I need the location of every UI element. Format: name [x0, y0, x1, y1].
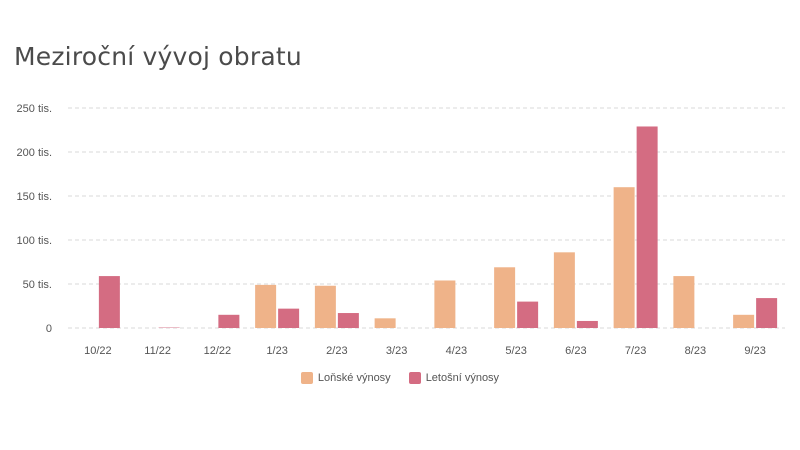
bar-this-year[interactable] [756, 298, 778, 328]
bar-last-year[interactable] [255, 284, 277, 328]
x-axis-ticks: 10/22 11/22 12/22 1/23 2/23 3/23 4/23 5/23 6/23 7… [84, 345, 766, 357]
legend-item-last-year[interactable]: Loňské výnosy [300, 372, 391, 384]
chart-title: Meziroční vývoj obratu [14, 42, 302, 71]
x-tick-label: 4/23 [446, 345, 467, 357]
legend: Loňské výnosy Letošní výnosy [0, 372, 800, 384]
y-tick-label: 100 tis. [17, 235, 52, 247]
bar-last-year[interactable] [374, 318, 396, 328]
x-tick-label: 8/23 [685, 345, 706, 357]
bar-last-year[interactable] [553, 252, 575, 328]
bar-last-year[interactable] [314, 285, 336, 328]
grid-lines [68, 107, 785, 329]
x-tick-label: 9/23 [744, 345, 765, 357]
bar-this-year[interactable] [517, 301, 539, 328]
bars [98, 126, 778, 328]
legend-swatch-last-year [300, 372, 313, 384]
bar-this-year[interactable] [337, 313, 359, 328]
x-tick-label: 1/23 [266, 345, 287, 357]
legend-swatch-this-year [408, 372, 421, 384]
bar-this-year[interactable] [98, 276, 120, 328]
y-tick-label: 200 tis. [17, 147, 52, 159]
bar-this-year[interactable] [636, 126, 658, 328]
x-tick-label: 11/22 [144, 345, 171, 357]
bar-last-year[interactable] [494, 267, 516, 328]
x-tick-label: 12/22 [204, 345, 232, 357]
y-tick-label: 150 tis. [17, 191, 52, 203]
y-tick-label: 0 [46, 323, 52, 335]
y-tick-label: 50 tis. [23, 279, 52, 291]
x-tick-label: 7/23 [625, 345, 646, 357]
bar-chart: 0 50 tis. 100 tis. 150 tis. 200 tis. 250 tis.… [17, 103, 785, 357]
bar-last-year[interactable] [733, 314, 755, 328]
x-tick-label: 10/22 [84, 345, 112, 357]
y-tick-label: 250 tis. [17, 103, 52, 115]
legend-item-this-year[interactable]: Letošní výnosy [408, 372, 500, 384]
x-tick-label: 6/23 [565, 345, 586, 357]
bar-last-year[interactable] [613, 187, 635, 328]
bar-last-year[interactable] [434, 280, 456, 328]
x-tick-label: 5/23 [505, 345, 526, 357]
x-tick-label: 2/23 [326, 345, 347, 357]
bar-this-year[interactable] [278, 308, 300, 328]
legend-label-last-year: Loňské výnosy [317, 372, 391, 384]
x-tick-label: 3/23 [386, 345, 407, 357]
bar-this-year[interactable] [576, 320, 598, 328]
bar-last-year[interactable] [673, 276, 695, 328]
legend-label-this-year: Letošní výnosy [425, 372, 500, 384]
y-axis-ticks: 0 50 tis. 100 tis. 150 tis. 200 tis. 250 tis. [17, 103, 52, 335]
bar-this-year[interactable] [218, 314, 240, 328]
